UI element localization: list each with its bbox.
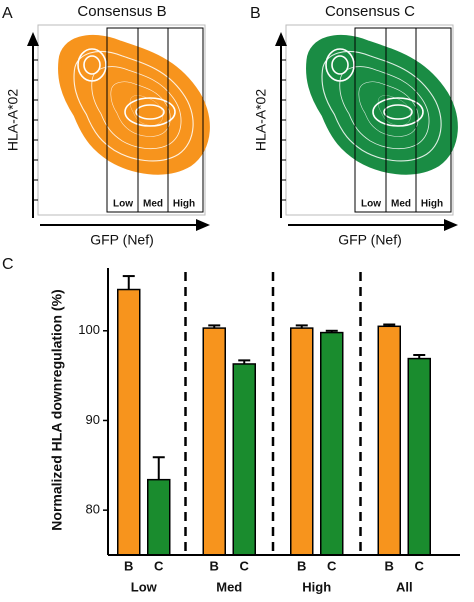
density-contour (73, 50, 194, 162)
density-panel: A Consensus B Low Med High GFP (Nef) HLA-A*02 (2, 3, 210, 248)
series-label: C (240, 558, 250, 573)
y-tick-label: 100 (78, 322, 100, 337)
bar (377, 325, 401, 556)
gate-label: Low (113, 199, 133, 210)
gate-label: Low (361, 199, 381, 210)
x-tick-label: Med (216, 579, 242, 594)
series-label: C (415, 558, 425, 573)
y-tick-label: 80 (86, 502, 100, 517)
density-outline (306, 34, 458, 175)
series-label: B (385, 558, 394, 573)
y-arrowhead (27, 32, 39, 46)
density-peak (383, 104, 413, 120)
series-label: B (297, 558, 306, 573)
density-peak (331, 55, 349, 75)
density-peak (135, 104, 165, 120)
bar (407, 357, 431, 556)
series-label: B (210, 558, 219, 573)
density-contour (321, 50, 442, 162)
gate-label: High (173, 199, 195, 210)
bar (232, 363, 256, 556)
density-peak (83, 55, 101, 75)
x-axis-label: GFP (Nef) (338, 232, 402, 248)
bar (320, 331, 344, 556)
x-arrowhead (444, 219, 458, 231)
series-label: C (154, 558, 164, 573)
plot-title: Consensus C (325, 3, 415, 20)
series-label: C (327, 558, 337, 573)
gate (106, 27, 204, 213)
bar (202, 327, 226, 556)
density-outline (58, 34, 210, 175)
bar (290, 327, 314, 556)
density-contour (358, 81, 419, 137)
density-peak (325, 48, 355, 82)
y-axis-label: Normalized HLA downregulation (%) (49, 289, 65, 530)
density-contour (339, 66, 430, 150)
x-tick-label: All (396, 579, 413, 594)
density-panel: B Consensus C Low Med High GFP (Nef) HLA-A*02 (250, 3, 458, 248)
x-tick-label: Low (131, 579, 158, 594)
panel-letter: C (2, 256, 14, 273)
density-contour (377, 95, 411, 126)
x-tick-label: High (302, 579, 331, 594)
y-tick-label: 90 (86, 412, 100, 427)
density-contour (91, 66, 182, 150)
density-peak (124, 97, 176, 127)
series-label: B (124, 558, 133, 573)
plot-title: Consensus B (77, 3, 166, 20)
density-contour (129, 95, 163, 126)
panel-letter: A (2, 5, 13, 22)
density-peak (372, 97, 424, 127)
gate-label: Med (391, 199, 411, 210)
density-peak (77, 48, 107, 82)
x-arrowhead (196, 219, 210, 231)
bar (147, 478, 171, 556)
panel-letter: B (250, 5, 261, 22)
x-axis-label: GFP (Nef) (90, 232, 154, 248)
gate-label: High (421, 199, 443, 210)
gate (354, 27, 452, 213)
gate-label: Med (143, 199, 163, 210)
y-axis-label: HLA-A*02 (253, 89, 269, 151)
density-contour (110, 81, 171, 137)
y-arrowhead (275, 32, 287, 46)
bar (117, 288, 141, 556)
y-axis-label: HLA-A*02 (5, 89, 21, 151)
